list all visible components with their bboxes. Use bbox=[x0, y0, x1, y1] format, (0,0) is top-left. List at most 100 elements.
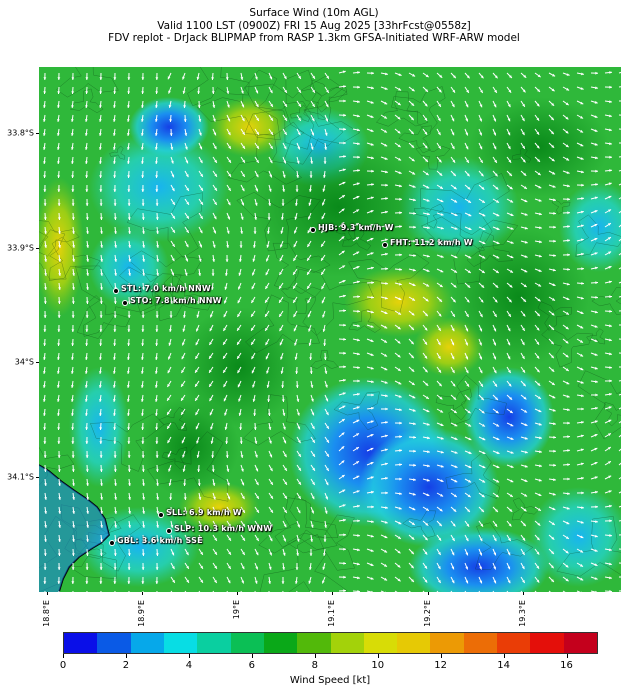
wind-arrow bbox=[576, 210, 584, 214]
wind-arrow bbox=[464, 436, 472, 441]
wind-map[interactable] bbox=[39, 67, 621, 592]
wind-arrow bbox=[577, 407, 584, 411]
wind-arrow bbox=[604, 114, 612, 118]
wind-arrow bbox=[394, 86, 402, 91]
wind-arrow bbox=[492, 450, 500, 455]
wind-arrow bbox=[590, 548, 598, 552]
wind-arrow bbox=[282, 100, 288, 108]
wind-arrow bbox=[57, 212, 61, 221]
wind-arrow bbox=[292, 268, 298, 276]
wind-arrow bbox=[84, 128, 88, 136]
wind-arrow bbox=[310, 128, 315, 136]
wind-arrow bbox=[226, 114, 231, 122]
wind-arrow bbox=[520, 352, 525, 360]
wind-arrow bbox=[520, 464, 528, 468]
wind-arrow bbox=[520, 520, 527, 527]
colorbar-tick-label: 8 bbox=[311, 660, 318, 671]
wind-arrow bbox=[464, 282, 471, 289]
wind-arrow bbox=[223, 310, 228, 318]
wind-arrow bbox=[195, 324, 200, 332]
wind-arrow bbox=[127, 198, 131, 207]
wind-arrow bbox=[450, 310, 456, 318]
wind-arrow bbox=[520, 590, 523, 592]
wind-arrow bbox=[296, 464, 302, 472]
wind-arrow bbox=[167, 450, 172, 458]
wind-arrow bbox=[366, 534, 374, 538]
wind-arrow bbox=[338, 489, 346, 494]
wind-arrow bbox=[422, 590, 425, 592]
wind-arrow bbox=[422, 520, 429, 526]
wind-arrow bbox=[492, 296, 498, 303]
wind-arrow bbox=[268, 506, 274, 514]
wind-arrow bbox=[225, 436, 229, 445]
wind-arrow bbox=[212, 226, 217, 234]
wind-arrow bbox=[352, 562, 360, 566]
wind-arrow bbox=[436, 366, 442, 373]
colorbar-tick bbox=[63, 654, 64, 658]
wind-arrow bbox=[338, 533, 347, 537]
wind-arrow bbox=[265, 352, 270, 360]
wind-arrow bbox=[324, 520, 327, 528]
wind-arrow bbox=[100, 226, 103, 235]
wind-arrow bbox=[618, 156, 621, 158]
wind-arrow bbox=[604, 392, 612, 396]
contour-line bbox=[402, 510, 437, 538]
wind-arrow bbox=[142, 254, 146, 262]
wind-arrow bbox=[310, 114, 315, 122]
wind-arrow bbox=[71, 114, 74, 122]
wind-arrow bbox=[323, 352, 327, 361]
wind-arrow bbox=[170, 170, 175, 178]
wind-arrow bbox=[99, 352, 102, 361]
wind-arrow bbox=[450, 268, 458, 274]
wind-arrow bbox=[408, 590, 411, 592]
wind-arrow bbox=[237, 282, 242, 290]
wind-arrow bbox=[71, 184, 75, 193]
wind-arrow bbox=[322, 562, 326, 570]
wind-arrow bbox=[254, 142, 260, 150]
wind-arrow bbox=[98, 380, 102, 388]
wind-arrow bbox=[279, 338, 284, 346]
wind-arrow bbox=[226, 198, 231, 206]
wind-arrow bbox=[42, 128, 46, 136]
wind-arrow bbox=[408, 225, 417, 229]
wind-arrow bbox=[266, 380, 270, 388]
wind-arrow bbox=[127, 562, 131, 571]
wind-arrow bbox=[548, 282, 556, 287]
wind-arrow bbox=[436, 576, 442, 584]
wind-arrow bbox=[394, 282, 402, 286]
wind-arrow bbox=[478, 240, 486, 245]
wind-arrow bbox=[85, 352, 88, 361]
wind-arrow bbox=[226, 100, 230, 108]
wind-arrow bbox=[576, 562, 584, 568]
wind-arrow bbox=[43, 324, 47, 333]
wind-arrow bbox=[576, 548, 584, 553]
contour-line bbox=[109, 145, 126, 160]
wind-arrow bbox=[226, 492, 231, 500]
wind-arrow bbox=[265, 338, 270, 346]
wind-arrow bbox=[352, 366, 360, 369]
wind-arrow bbox=[198, 576, 204, 584]
wind-arrow bbox=[169, 506, 173, 515]
wind-arrow bbox=[618, 548, 621, 550]
wind-arrow bbox=[548, 296, 556, 302]
wind-arrow bbox=[320, 226, 326, 234]
wind-arrow bbox=[534, 436, 542, 440]
wind-arrow bbox=[198, 254, 202, 262]
wind-arrow bbox=[44, 520, 47, 528]
wind-arrow bbox=[492, 226, 500, 231]
wind-arrow bbox=[184, 562, 190, 570]
wind-arrow bbox=[212, 184, 218, 192]
wind-arrow bbox=[85, 212, 89, 221]
wind-arrow bbox=[464, 562, 469, 570]
wind-arrow bbox=[114, 240, 117, 248]
wind-arrow bbox=[296, 478, 302, 486]
wind-arrow bbox=[506, 436, 514, 440]
wind-arrow bbox=[85, 170, 89, 179]
contour-line bbox=[158, 273, 213, 322]
wind-arrow bbox=[309, 352, 313, 361]
wind-arrow bbox=[506, 338, 511, 346]
wind-arrow bbox=[292, 254, 298, 262]
wind-arrow bbox=[394, 380, 402, 385]
wind-arrow bbox=[209, 394, 214, 402]
wind-arrow bbox=[548, 72, 556, 77]
